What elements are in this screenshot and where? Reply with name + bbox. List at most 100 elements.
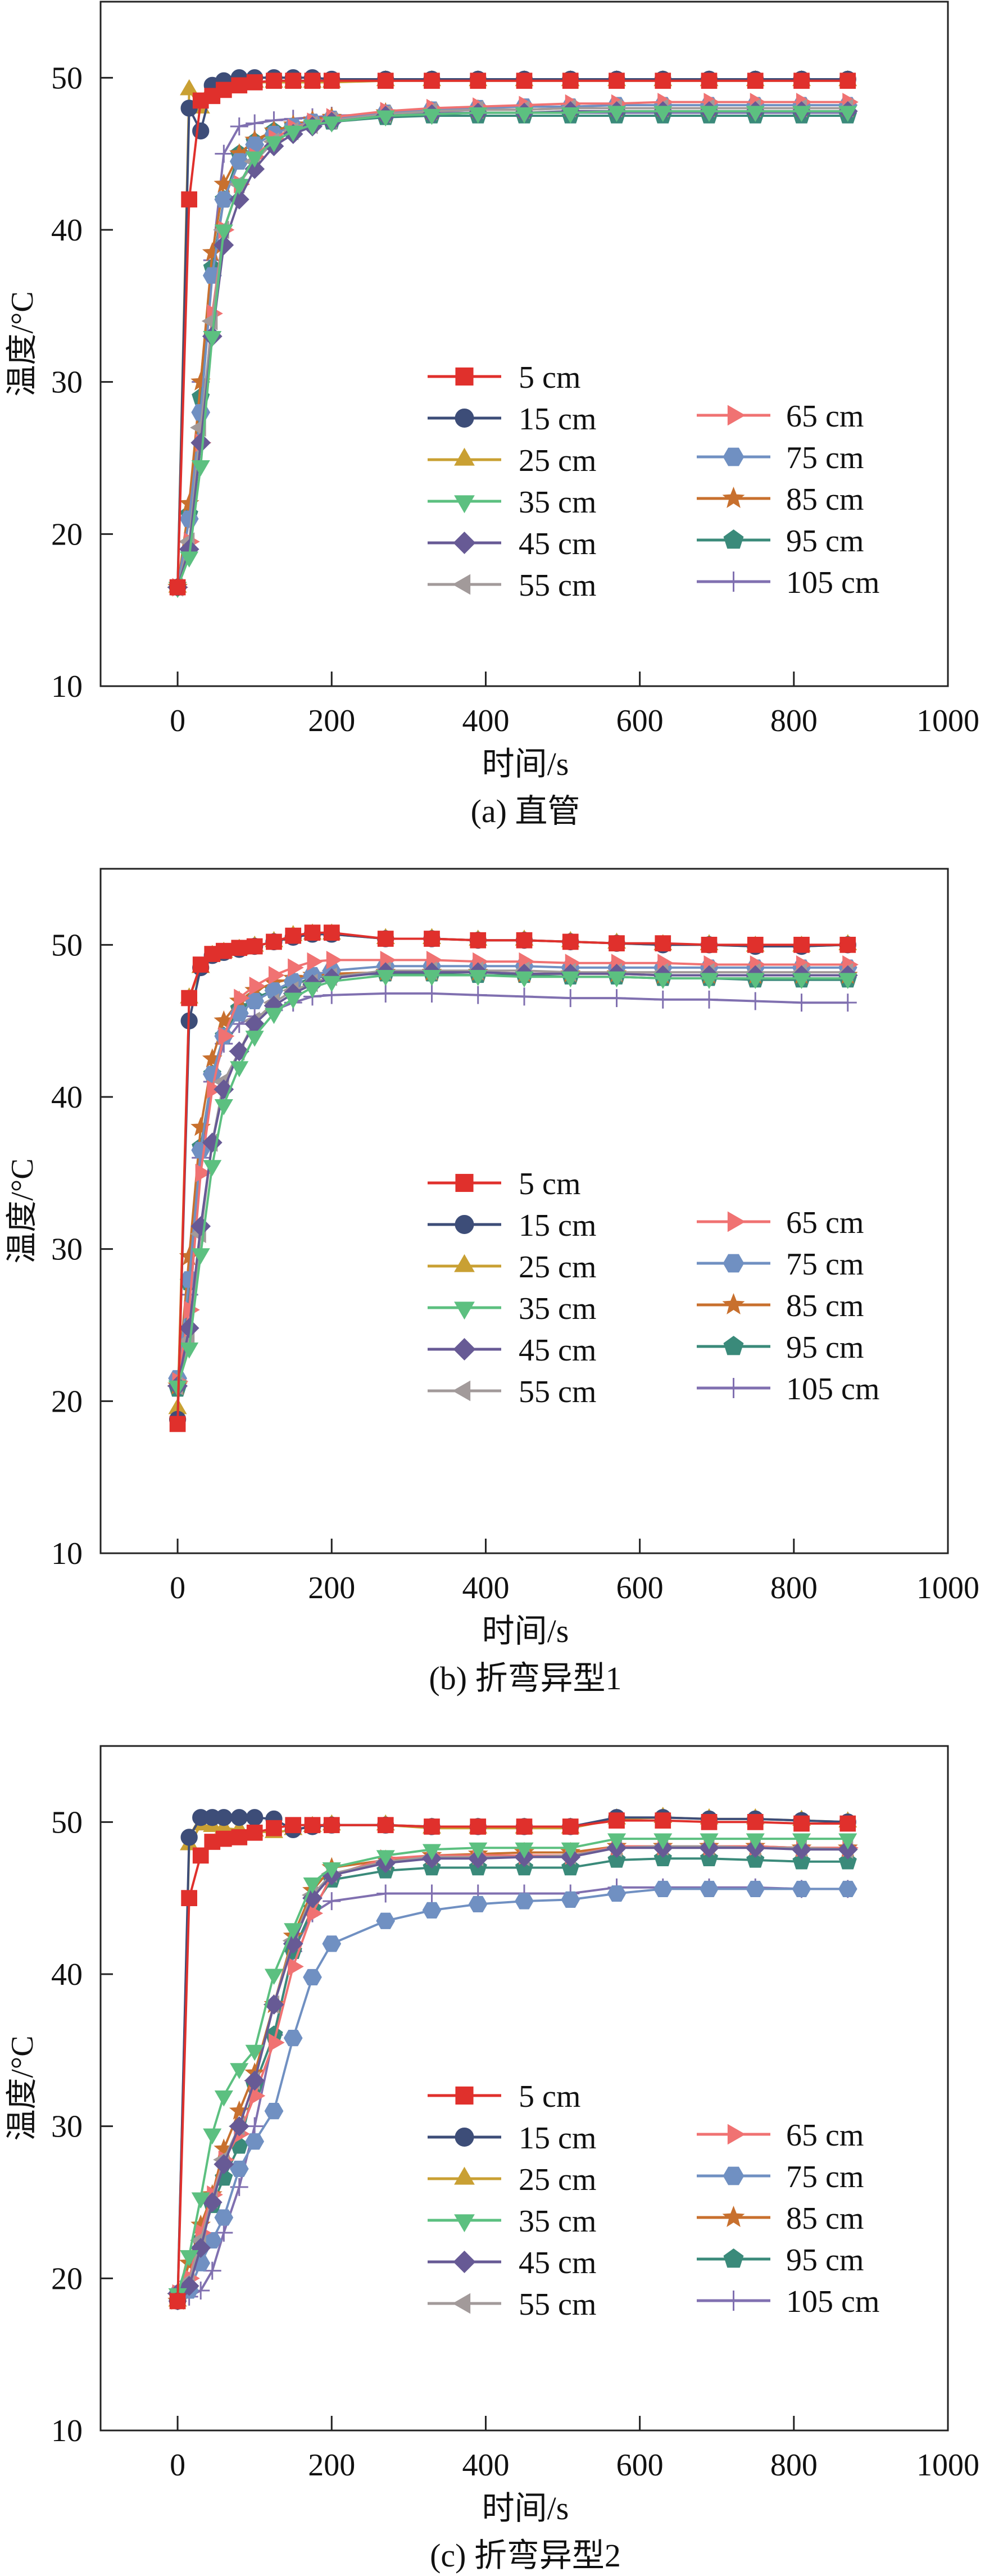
legend-label: 15 cm — [519, 1208, 596, 1243]
legend-item: 15 cm — [428, 402, 596, 437]
series-line — [176, 959, 848, 1382]
data-point — [284, 992, 303, 1009]
legend: 5 cm 15 cm 25 cm 35 cm 45 cm 55 cm 65 cm 75 cm 8… — [428, 360, 879, 603]
data-point — [214, 224, 233, 241]
data-point — [516, 72, 533, 89]
data-point — [516, 1818, 533, 1835]
legend-label: 35 cm — [519, 485, 596, 520]
data-point — [700, 1833, 719, 1850]
x-axis-label: 时间/s — [482, 746, 569, 782]
legend-marker-hexagon-icon — [723, 1254, 745, 1273]
data-point — [746, 1880, 765, 1898]
legend-label: 95 cm — [786, 1330, 864, 1365]
legend-item: 25 cm — [428, 2162, 596, 2197]
y-tick-label: 50 — [51, 61, 83, 96]
data-point — [746, 992, 765, 1010]
legend-marker-diamond-icon — [453, 2251, 476, 2273]
data-point — [515, 987, 533, 1006]
data-point — [700, 1880, 719, 1898]
data-point — [424, 72, 440, 89]
legend-item: 85 cm — [697, 1289, 864, 1323]
series-line — [176, 965, 848, 1378]
x-tick-label: 0 — [170, 1571, 185, 1606]
x-tick-label: 200 — [308, 1571, 355, 1606]
legend-item: 5 cm — [428, 1167, 580, 1201]
x-tick-label: 200 — [308, 2448, 355, 2483]
data-point — [249, 976, 266, 996]
data-point — [424, 931, 440, 947]
data-point — [839, 936, 856, 953]
y-tick-label: 30 — [51, 365, 83, 400]
data-point — [284, 1923, 303, 1939]
x-tick-label: 600 — [616, 1571, 664, 1606]
data-point — [423, 984, 441, 1003]
data-point — [747, 936, 764, 953]
y-tick-label: 20 — [51, 517, 83, 552]
legend-label: 55 cm — [519, 1375, 596, 1409]
data-point — [323, 72, 340, 89]
data-point — [230, 1809, 248, 1826]
data-point — [839, 1815, 856, 1832]
data-point — [215, 942, 232, 959]
legend-marker-triangle-down-icon — [454, 1301, 475, 1320]
legend-item: 55 cm — [428, 568, 596, 603]
data-point — [701, 72, 718, 89]
legend-item: 95 cm — [697, 2243, 864, 2278]
data-point — [304, 924, 321, 941]
data-point — [422, 108, 441, 125]
data-point — [266, 1820, 282, 1836]
legend-label: 15 cm — [519, 2121, 596, 2156]
data-point — [229, 2160, 249, 2178]
data-point — [655, 1812, 671, 1829]
data-point — [245, 992, 265, 1010]
series-line — [177, 1888, 848, 2295]
legend-item: 85 cm — [697, 482, 864, 517]
legend-item: 15 cm — [428, 2121, 596, 2156]
x-tick-label: 600 — [616, 2448, 664, 2483]
legend-label: 5 cm — [519, 360, 580, 395]
chart-panel-3: 0 200 400 600 800 1000 10 20 30 40 50 温度/°C 时间/s (c) … — [5, 1745, 979, 2574]
data-point — [283, 2030, 303, 2047]
legend-marker-triangle-down-icon — [454, 2214, 475, 2233]
y-tick-label: 30 — [51, 2110, 83, 2144]
legend-label: 65 cm — [786, 1205, 864, 1240]
data-point — [607, 971, 627, 988]
legend-marker-triangle-right-icon — [727, 405, 746, 426]
data-point — [792, 1852, 811, 1870]
data-point — [322, 116, 341, 133]
legend-label: 75 cm — [786, 2160, 864, 2194]
series-line — [176, 104, 848, 588]
data-point — [230, 179, 249, 195]
data-point — [307, 952, 324, 971]
data-point — [377, 1817, 394, 1834]
data-point — [423, 1884, 441, 1903]
y-tick-label: 30 — [51, 1232, 83, 1267]
data-point — [609, 72, 625, 89]
legend-item: 85 cm — [697, 2201, 864, 2236]
y-tick-label: 20 — [51, 1384, 83, 1419]
legend-item: 35 cm — [428, 1291, 596, 1326]
x-tick-label: 400 — [462, 704, 509, 738]
data-point — [655, 72, 671, 89]
series-line — [177, 1886, 848, 2302]
legend-label: 85 cm — [786, 482, 864, 517]
data-point — [701, 1813, 718, 1830]
legend-marker-square-icon — [455, 2086, 474, 2105]
data-point — [180, 1829, 198, 1846]
data-point — [376, 984, 395, 1003]
legend: 5 cm 15 cm 25 cm 35 cm 45 cm 55 cm 65 cm 75 cm 8… — [428, 2079, 879, 2322]
data-point — [203, 330, 222, 347]
series-line — [177, 1847, 848, 2295]
data-point — [793, 936, 810, 953]
legend-label: 45 cm — [519, 2246, 596, 2280]
data-point — [561, 1891, 580, 1908]
data-point — [469, 107, 488, 124]
series-5cm — [169, 72, 856, 596]
legend-label: 5 cm — [519, 1167, 580, 1201]
data-point — [285, 927, 302, 944]
data-point — [470, 1818, 487, 1835]
legend-item: 105 cm — [697, 1372, 879, 1407]
data-point — [285, 1817, 302, 1834]
legend-marker-plus-icon — [723, 572, 744, 592]
